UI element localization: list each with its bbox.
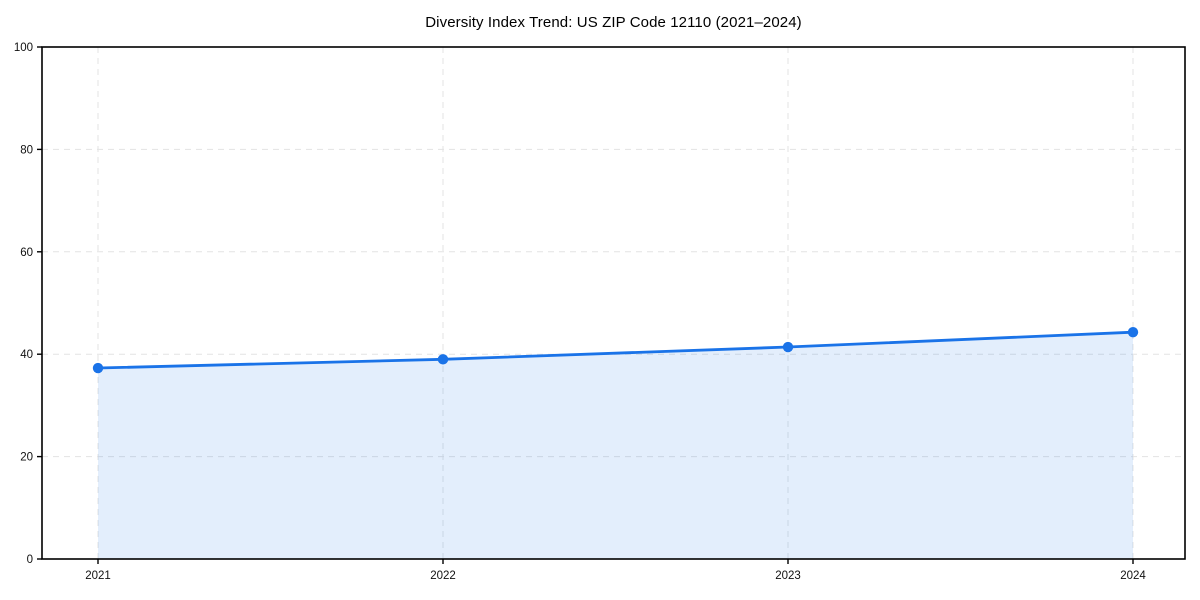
data-point-marker	[92, 362, 104, 374]
y-tick-label: 60	[20, 247, 33, 259]
data-point-marker	[1127, 326, 1139, 338]
chart-title: Diversity Index Trend: US ZIP Code 12110…	[425, 14, 802, 31]
y-tick-label: 40	[20, 349, 33, 361]
x-tick-label: 2021	[85, 570, 111, 582]
data-point-marker	[782, 341, 794, 353]
trend-line	[96, 330, 1135, 370]
data-point-marker	[437, 354, 449, 365]
x-tick-label: 2023	[775, 570, 801, 582]
area-fill	[98, 332, 1133, 559]
y-tick-label: 80	[20, 144, 33, 156]
y-tick-label: 100	[14, 42, 33, 54]
y-tick-label: 20	[20, 452, 33, 464]
y-tick-label: 0	[27, 554, 33, 566]
x-tick-label: 2024	[1120, 570, 1146, 582]
plot-border	[41, 46, 1186, 560]
x-tick-label: 2022	[430, 570, 456, 582]
